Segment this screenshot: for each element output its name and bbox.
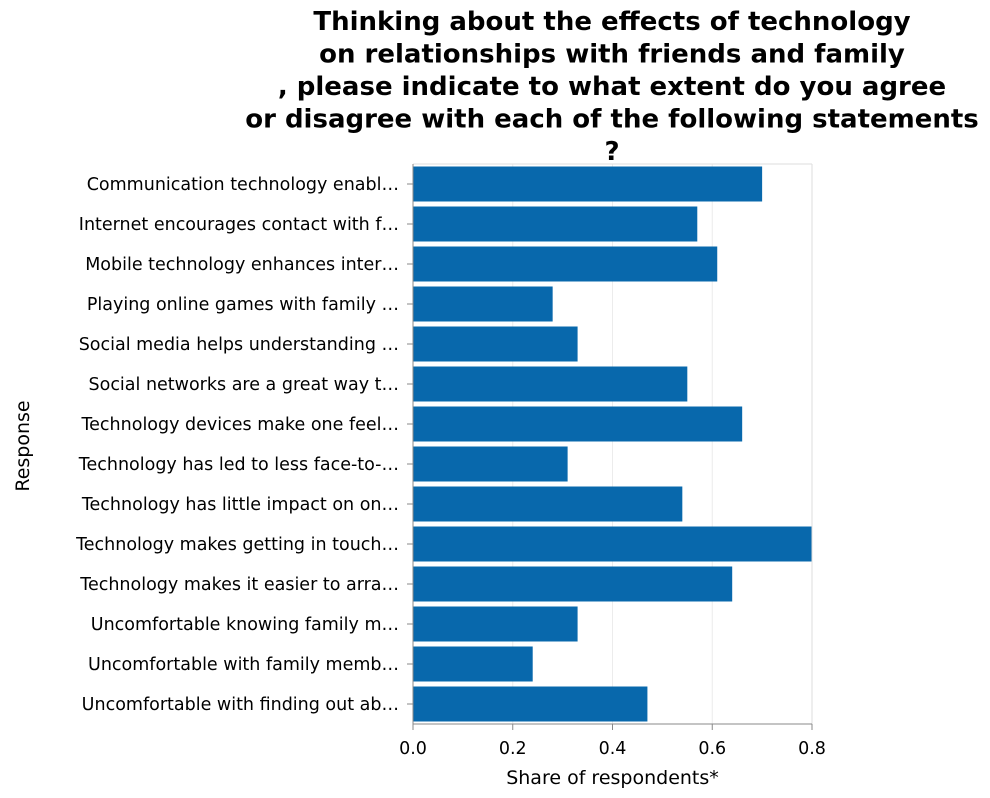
category-label: Uncomfortable with finding out ab…: [82, 695, 399, 715]
bar: [413, 166, 763, 202]
bar: [413, 246, 718, 282]
bar: [413, 686, 648, 722]
x-axis-title: Share of respondents*: [506, 767, 719, 789]
category-label: Technology makes getting in touch…: [75, 535, 399, 555]
category-label: Uncomfortable knowing family m…: [91, 615, 399, 635]
x-tick-label: 0.6: [698, 739, 726, 759]
bars: [413, 166, 812, 722]
chart-title-line: , please indicate to what extent do you …: [278, 72, 946, 102]
category-label: Technology has little impact on on…: [81, 495, 399, 515]
category-label: Communication technology enabl…: [87, 175, 399, 195]
y-axis-title: Response: [12, 400, 34, 491]
bar: [413, 446, 568, 482]
x-tick-label: 0.8: [798, 739, 826, 759]
bar: [413, 566, 733, 602]
bar: [413, 406, 743, 442]
x-tick-label: 0.0: [399, 739, 427, 759]
chart-title-line: Thinking about the effects of technology: [313, 7, 910, 37]
category-label: Mobile technology enhances inter…: [85, 255, 399, 275]
category-label: Playing online games with family …: [87, 295, 399, 315]
category-label: Technology makes it easier to arra…: [79, 575, 399, 595]
category-label: Technology devices make one feel…: [80, 415, 399, 435]
chart-title: Thinking about the effects of technology…: [245, 7, 979, 167]
x-tick-label: 0.4: [599, 739, 627, 759]
x-axis-ticks: 0.0 0.2 0.4 0.6 0.8: [399, 724, 826, 759]
chart-title-line: or disagree with each of the following s…: [245, 105, 979, 135]
bar: [413, 286, 553, 322]
chart-title-line: on relationships with friends and family: [319, 40, 905, 70]
bar: [413, 606, 578, 642]
bar: [413, 366, 688, 402]
category-label: Social media helps understanding …: [79, 335, 399, 355]
bar: [413, 326, 578, 362]
category-label: Technology has led to less face-to-…: [78, 455, 399, 475]
y-axis-category-labels: Communication technology enabl… Internet …: [75, 175, 413, 715]
category-label: Uncomfortable with family memb…: [88, 655, 399, 675]
chart-title-line: ?: [604, 137, 619, 167]
category-label: Internet encourages contact with f…: [79, 215, 399, 235]
bar: [413, 526, 812, 562]
category-label: Social networks are a great way t…: [89, 375, 400, 395]
bar: [413, 486, 683, 522]
bar: [413, 646, 533, 682]
x-tick-label: 0.2: [499, 739, 527, 759]
bar: [413, 206, 698, 242]
